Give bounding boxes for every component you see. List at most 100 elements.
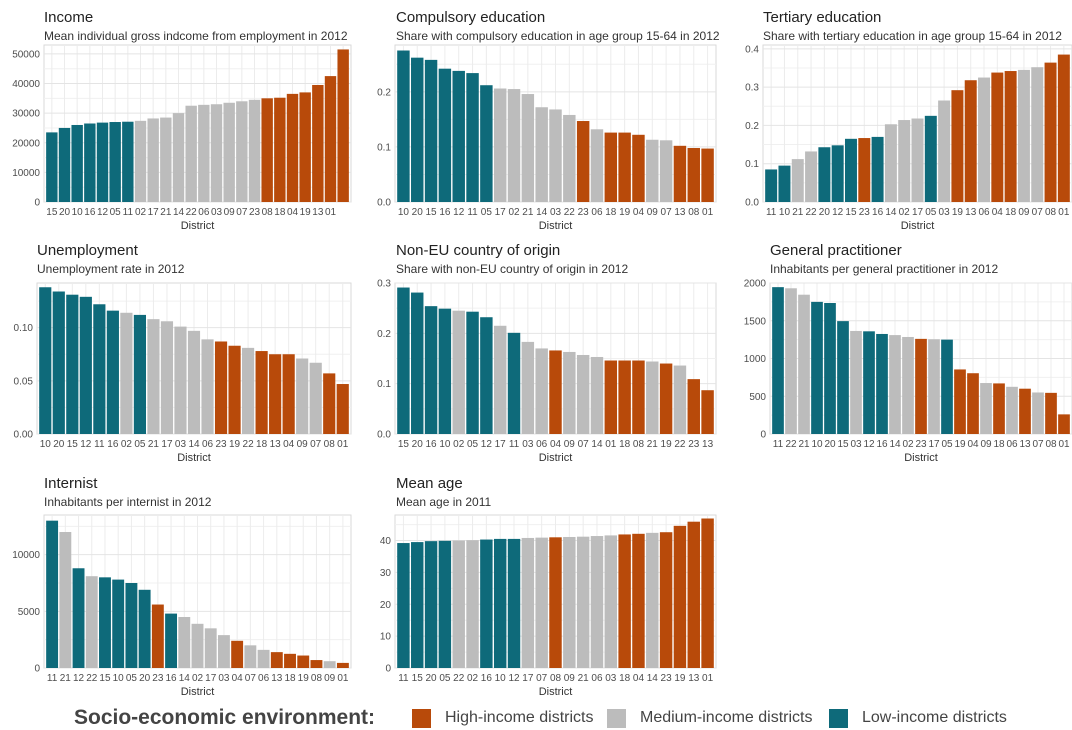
x-tick-label: 19 bbox=[674, 673, 686, 684]
legend-label-low: Low-income districts bbox=[862, 709, 1007, 726]
x-tick-label: 20 bbox=[53, 439, 65, 450]
bar bbox=[310, 660, 323, 668]
y-tick-label: 1000 bbox=[744, 354, 767, 365]
x-tick-label: 20 bbox=[59, 207, 71, 218]
x-tick-label: 19 bbox=[952, 207, 964, 218]
y-tick-label: 30 bbox=[380, 568, 392, 579]
x-tick-label: 23 bbox=[215, 439, 227, 450]
bar bbox=[687, 379, 700, 434]
x-tick-label: 17 bbox=[495, 439, 507, 450]
y-tick-label: 0.2 bbox=[745, 121, 759, 132]
x-tick-label: 23 bbox=[152, 673, 164, 684]
bar bbox=[480, 539, 493, 668]
x-tick-label: 11 bbox=[47, 673, 58, 684]
x-tick-label: 05 bbox=[126, 673, 138, 684]
x-tick-label: 06 bbox=[198, 207, 210, 218]
bar bbox=[1058, 414, 1070, 434]
x-tick-label: 01 bbox=[1058, 439, 1070, 450]
y-tick-label: 0 bbox=[760, 430, 766, 441]
bar bbox=[701, 148, 714, 202]
x-tick-label: 08 bbox=[550, 673, 562, 684]
y-tick-label: 50000 bbox=[12, 49, 40, 60]
bar bbox=[286, 93, 299, 202]
bar bbox=[535, 107, 548, 202]
x-tick-label: 13 bbox=[271, 673, 283, 684]
x-tick-label: 09 bbox=[324, 673, 336, 684]
bar bbox=[507, 332, 521, 434]
bar bbox=[201, 339, 214, 434]
x-tick-label: 17 bbox=[928, 439, 940, 450]
x-tick-label: 18 bbox=[284, 673, 296, 684]
bar bbox=[106, 310, 119, 434]
bar bbox=[480, 317, 493, 434]
bar bbox=[549, 537, 562, 668]
bar bbox=[889, 335, 901, 434]
chart-subtitle: Share with compulsory education in age g… bbox=[396, 29, 720, 43]
bar bbox=[701, 518, 714, 668]
bar bbox=[323, 373, 336, 434]
x-tick-label: 06 bbox=[978, 207, 990, 218]
x-tick-label: 10 bbox=[439, 439, 451, 450]
x-tick-label: 19 bbox=[661, 439, 673, 450]
x-tick-label: 02 bbox=[467, 673, 479, 684]
y-tick-label: 0.0 bbox=[377, 430, 391, 441]
x-tick-label: 21 bbox=[647, 439, 659, 450]
x-tick-label: 03 bbox=[522, 439, 534, 450]
x-tick-label: 02 bbox=[508, 207, 520, 218]
x-tick-label: 13 bbox=[674, 207, 686, 218]
chart-subtitle: Share with non-EU country of origin in 2… bbox=[396, 262, 628, 276]
x-tick-label: 08 bbox=[324, 439, 336, 450]
x-axis-label: District bbox=[181, 220, 215, 232]
x-axis-label: District bbox=[177, 452, 211, 464]
bar bbox=[1031, 67, 1044, 203]
bar bbox=[576, 354, 590, 434]
y-tick-label: 0.1 bbox=[745, 159, 759, 170]
x-tick-label: 23 bbox=[249, 207, 261, 218]
bar bbox=[323, 661, 336, 668]
x-tick-label: 18 bbox=[619, 673, 631, 684]
bar bbox=[397, 287, 410, 434]
x-tick-label: 10 bbox=[495, 673, 507, 684]
chart-panel-0: Income Mean individual gross indcome from… bbox=[12, 9, 352, 232]
x-tick-label: 16 bbox=[84, 207, 96, 218]
bar bbox=[242, 347, 255, 434]
x-tick-label: 01 bbox=[702, 207, 714, 218]
x-tick-label: 07 bbox=[661, 207, 673, 218]
bar bbox=[147, 319, 160, 434]
y-tick-label: 0 bbox=[34, 198, 40, 209]
bar bbox=[778, 165, 791, 202]
x-tick-label: 20 bbox=[819, 207, 831, 218]
bar bbox=[72, 568, 85, 668]
chart-title: Non-EU country of origin bbox=[396, 242, 560, 259]
x-tick-label: 02 bbox=[453, 439, 465, 450]
x-tick-label: 16 bbox=[872, 207, 884, 218]
y-tick-label: 5000 bbox=[18, 607, 41, 618]
x-tick-label: 01 bbox=[337, 673, 349, 684]
x-tick-label: 04 bbox=[992, 207, 1004, 218]
bar bbox=[493, 325, 507, 434]
x-tick-label: 13 bbox=[965, 207, 977, 218]
bar bbox=[632, 134, 645, 202]
bar bbox=[576, 536, 590, 668]
x-tick-label: 02 bbox=[192, 673, 204, 684]
bar bbox=[646, 361, 659, 434]
x-tick-label: 09 bbox=[980, 439, 992, 450]
x-tick-label: 20 bbox=[139, 673, 151, 684]
x-tick-label: 15 bbox=[99, 673, 111, 684]
y-tick-label: 0.1 bbox=[377, 142, 391, 153]
bar bbox=[521, 94, 535, 202]
bar bbox=[951, 90, 964, 202]
x-tick-label: 06 bbox=[591, 673, 603, 684]
bar bbox=[112, 579, 125, 668]
y-tick-label: 0.0 bbox=[745, 198, 759, 209]
x-tick-label: 07 bbox=[1032, 439, 1044, 450]
chart-subtitle: Mean age in 2011 bbox=[396, 495, 492, 509]
x-tick-label: 17 bbox=[495, 207, 507, 218]
bar bbox=[535, 537, 548, 668]
chart-panel-3: Unemployment Unemployment rate in 2012 0.0… bbox=[14, 242, 352, 464]
bar bbox=[549, 350, 562, 434]
y-tick-label: 0.3 bbox=[377, 279, 391, 290]
bar bbox=[604, 535, 618, 668]
x-tick-label: 16 bbox=[166, 673, 178, 684]
bar bbox=[1057, 54, 1070, 203]
